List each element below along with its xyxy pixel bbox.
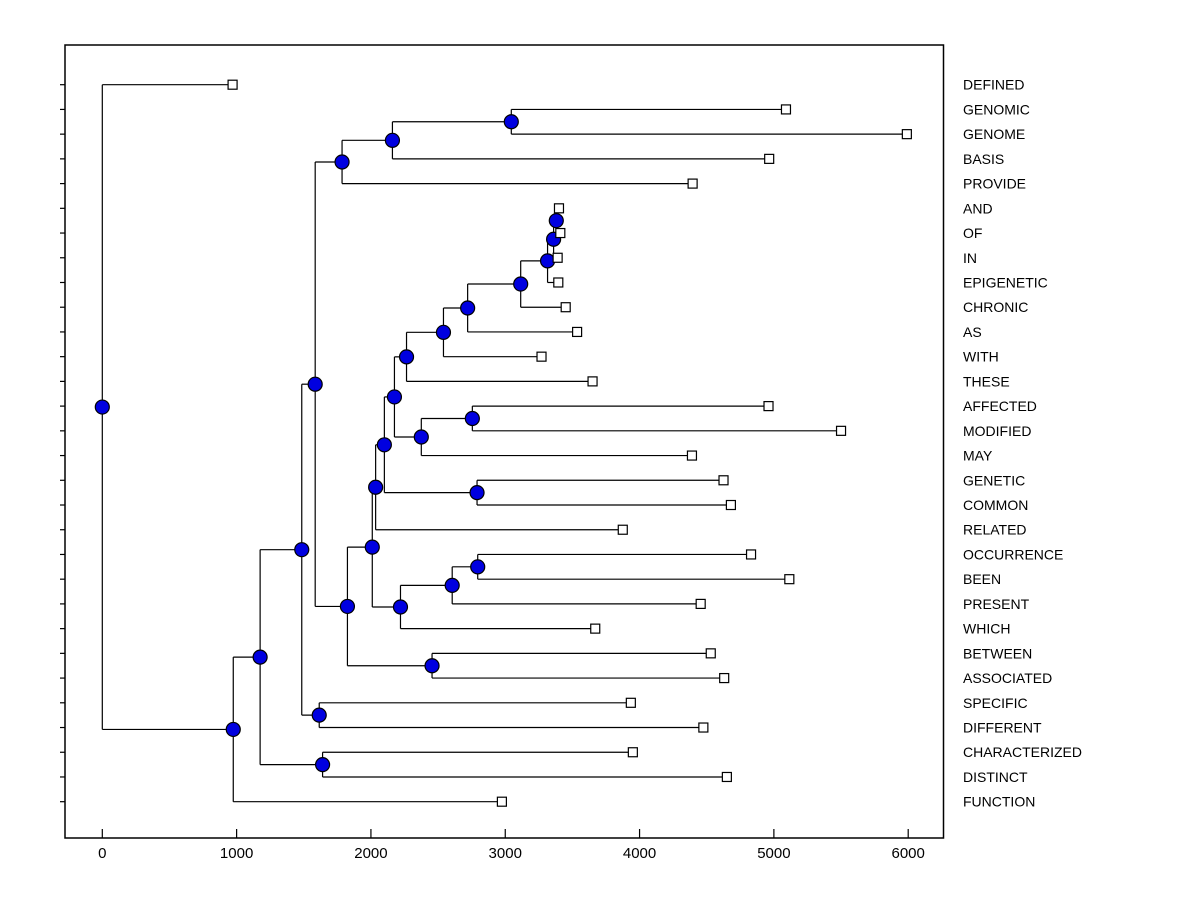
internal-node-marker <box>513 276 529 292</box>
internal-node-marker <box>225 721 241 738</box>
leaf-marker <box>625 697 636 708</box>
internal-node-marker <box>539 253 556 269</box>
leaf-marker <box>227 79 238 90</box>
leaf-marker <box>784 574 795 585</box>
x-tick-label: 0 <box>98 845 106 862</box>
internal-node-marker <box>252 649 268 665</box>
leaf-label: OCCURRENCE <box>963 546 1063 562</box>
internal-node-marker <box>294 542 310 558</box>
leaf-marker <box>780 104 792 115</box>
leaf-marker <box>698 722 709 733</box>
leaf-label: BETWEEN <box>963 645 1032 661</box>
leaf-marker <box>718 475 729 486</box>
internal-node-marker <box>398 349 415 365</box>
leaf-label: SPECIFIC <box>963 695 1028 711</box>
leaf-marker <box>725 499 737 511</box>
leaf-label: PRESENT <box>963 596 1030 612</box>
x-tick-label: 1000 <box>220 845 253 862</box>
leaf-marker <box>901 129 912 140</box>
internal-node-marker <box>311 707 327 723</box>
leaf-label: BASIS <box>963 151 1004 167</box>
internal-node-marker <box>339 598 356 615</box>
leaf-marker <box>695 598 706 610</box>
leaf-marker <box>587 376 598 387</box>
leaf-label: WHICH <box>963 621 1010 637</box>
leaf-marker <box>552 252 563 263</box>
internal-node-marker <box>413 429 429 445</box>
leaf-marker <box>536 351 547 362</box>
leaf-label: IN <box>963 250 977 266</box>
leaf-marker <box>553 203 565 214</box>
leaf-label: COMMON <box>963 497 1028 513</box>
leaf-label: BEEN <box>963 571 1001 587</box>
leaf-marker <box>496 796 507 807</box>
leaf-label: WITH <box>963 349 999 365</box>
leaf-label: DIFFERENT <box>963 720 1042 736</box>
leaf-marker <box>687 178 698 189</box>
internal-node-marker <box>368 479 384 495</box>
x-tick-label: 6000 <box>892 845 925 862</box>
leaf-label: RELATED <box>963 522 1027 538</box>
leaf-label: MODIFIED <box>963 423 1031 439</box>
leaf-label: MAY <box>963 448 993 464</box>
leaf-label: DEFINED <box>963 77 1024 93</box>
leaf-marker <box>553 277 564 288</box>
x-tick-label: 4000 <box>623 845 656 862</box>
internal-node-marker <box>424 658 440 674</box>
leaf-marker <box>705 648 716 659</box>
plot-border <box>64 44 945 839</box>
internal-node-marker <box>94 399 110 415</box>
leaf-marker <box>555 227 566 239</box>
internal-node-marker <box>384 132 401 148</box>
internal-node-marker <box>314 757 331 773</box>
leaf-label: PROVIDE <box>963 176 1026 192</box>
leaf-marker <box>627 747 638 758</box>
internal-node-marker <box>435 324 452 340</box>
leaf-marker <box>719 672 730 684</box>
x-tick-label: 5000 <box>757 845 790 862</box>
internal-node-marker <box>444 577 460 593</box>
leaf-marker <box>560 302 571 313</box>
leaf-label: FUNCTION <box>963 794 1035 810</box>
internal-node-marker <box>460 300 476 316</box>
leaf-marker <box>572 326 583 338</box>
leaf-label: GENOMIC <box>963 101 1030 117</box>
internal-node-marker <box>548 213 564 229</box>
leaf-label: THESE <box>963 373 1010 389</box>
internal-node-marker <box>364 539 380 555</box>
leaf-marker <box>721 771 732 783</box>
internal-node-marker <box>503 114 519 130</box>
x-tick-label: 3000 <box>489 845 522 862</box>
leaf-marker <box>686 450 698 461</box>
leaf-label: CHARACTERIZED <box>963 744 1082 760</box>
internal-node-marker <box>469 485 485 501</box>
internal-node-marker <box>334 154 350 170</box>
leaf-label: EPIGENETIC <box>963 274 1048 290</box>
leaf-label: GENOME <box>963 126 1025 142</box>
leaf-marker <box>763 401 774 412</box>
leaf-label: AS <box>963 324 982 340</box>
internal-node-marker <box>464 410 480 427</box>
leaf-label: ASSOCIATED <box>963 670 1052 686</box>
leaf-marker <box>745 549 757 560</box>
leaf-label: DISTINCT <box>963 769 1028 785</box>
internal-node-marker <box>386 389 403 405</box>
leaf-marker <box>835 425 847 436</box>
leaf-label: AFFECTED <box>963 398 1037 414</box>
leaf-label: GENETIC <box>963 472 1025 488</box>
leaf-marker <box>617 524 628 535</box>
leaf-label: AND <box>963 200 993 216</box>
leaf-marker <box>590 623 601 634</box>
x-tick-label: 2000 <box>354 845 387 862</box>
internal-node-marker <box>376 437 392 453</box>
internal-node-marker <box>470 559 486 575</box>
leaf-label: OF <box>963 225 982 241</box>
leaf-label: CHRONIC <box>963 299 1028 315</box>
internal-node-marker <box>307 376 323 392</box>
internal-node-marker <box>392 599 409 615</box>
leaf-marker <box>764 153 775 164</box>
